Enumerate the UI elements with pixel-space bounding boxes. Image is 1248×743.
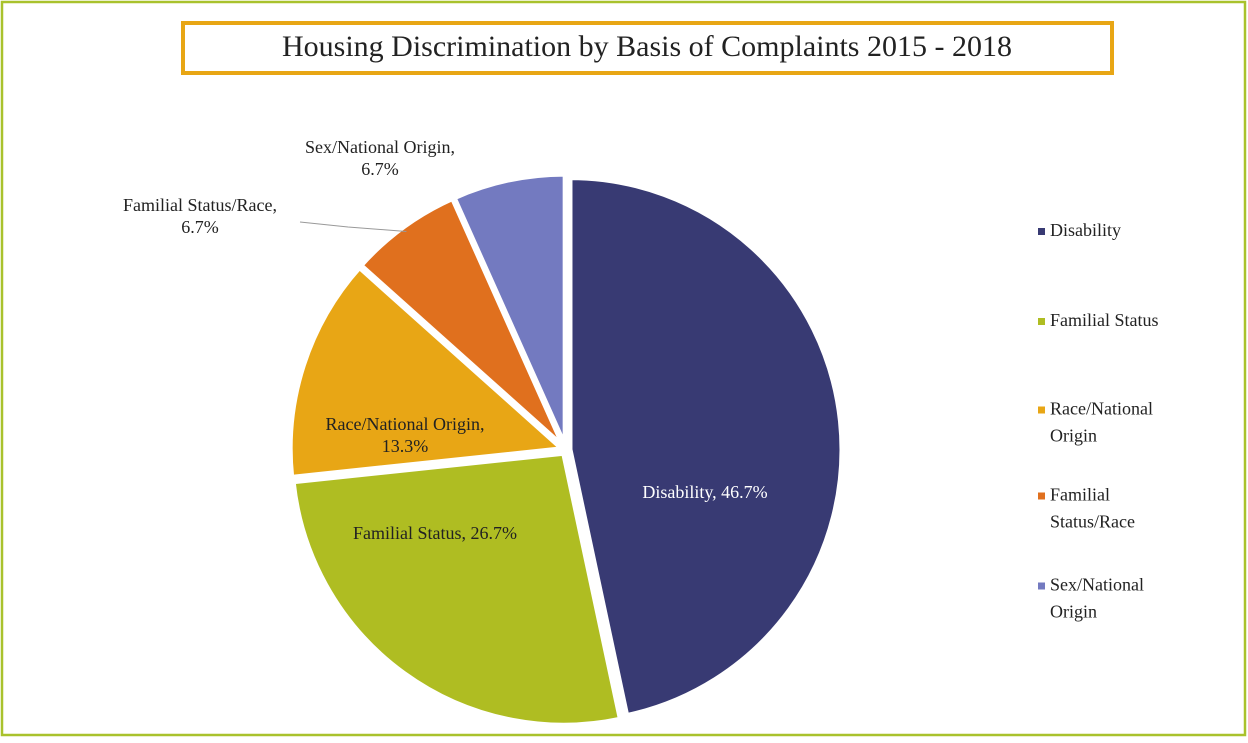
legend-swatch [1038, 582, 1045, 590]
data-label: Sex/National Origin, 6.7% [305, 137, 455, 179]
legend-swatch [1038, 406, 1045, 414]
data-label: Race/National Origin, 13.3% [326, 414, 485, 456]
chart-title: Housing Discrimination by Basis of Compl… [282, 30, 1012, 63]
pie-slice [357, 195, 566, 449]
legend-label: Familial Status/Race [1050, 485, 1135, 532]
legend-swatch [1038, 228, 1045, 235]
pie-slice [287, 263, 569, 481]
legend-swatch [1038, 492, 1045, 500]
leader-line [299, 221, 407, 233]
legend-label: Sex/National Origin [1050, 575, 1144, 622]
data-label: Disability, 46.7% [642, 482, 767, 502]
legend-swatch [1038, 318, 1045, 325]
legend-label: Disability [1050, 220, 1121, 240]
data-label: Familial Status/Race, 6.7% [123, 195, 277, 237]
data-label: Familial Status, 26.7% [353, 523, 517, 543]
pie-slice [567, 175, 845, 719]
legend-label: Race/National Origin [1050, 399, 1153, 446]
legend-label: Familial Status [1050, 310, 1159, 330]
pie-slice [450, 171, 568, 448]
pie-slice [290, 450, 624, 728]
title-box [181, 21, 1114, 75]
